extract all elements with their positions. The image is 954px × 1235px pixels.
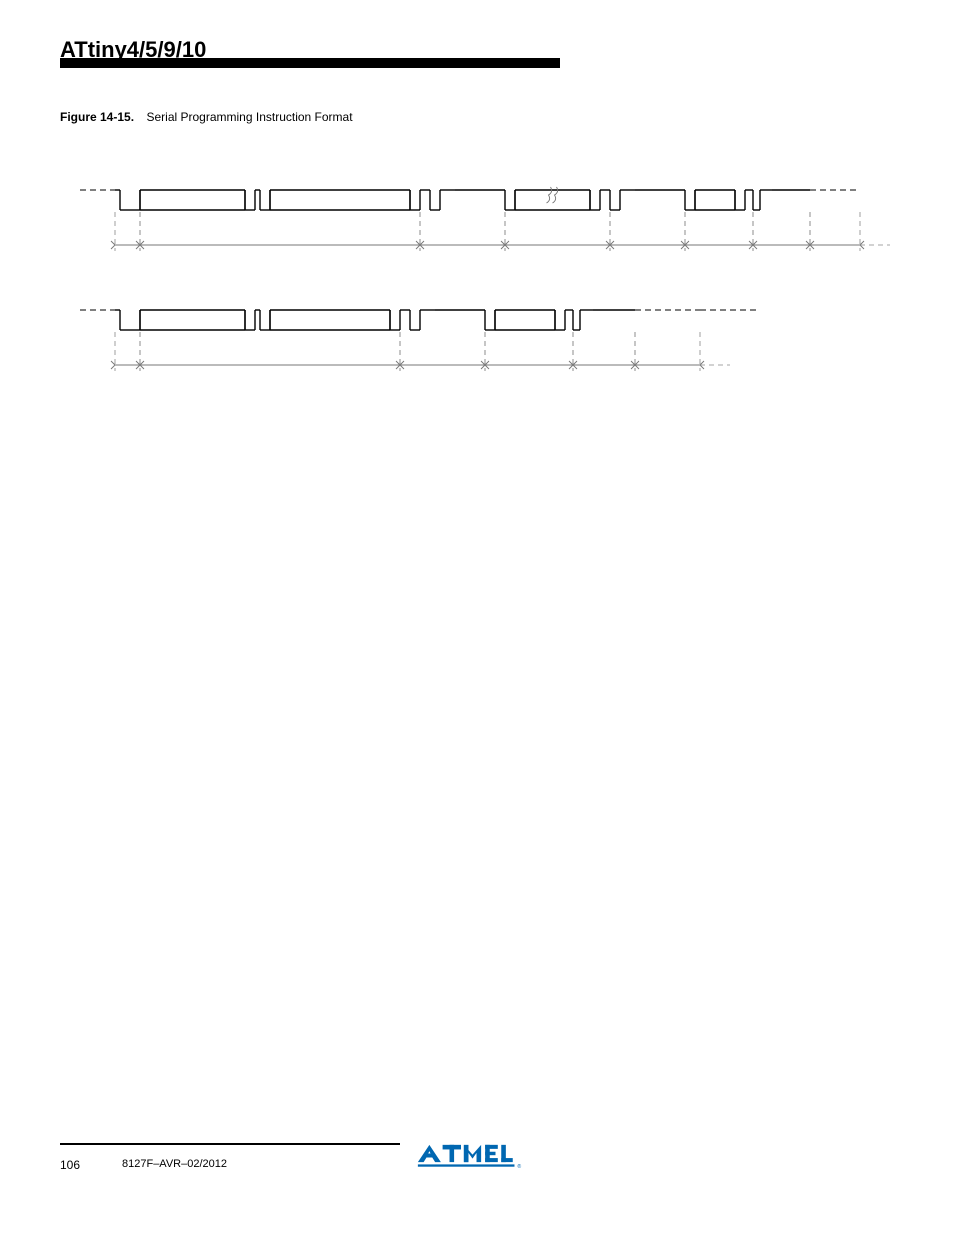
doc-id: 8127F–AVR–02/2012 (122, 1158, 227, 1170)
figure-caption: Figure 14-15. Serial Programming Instruc… (60, 108, 353, 126)
timing-diagram (60, 155, 894, 420)
atmel-logo: ® (415, 1140, 530, 1180)
title-rule (60, 58, 560, 68)
timing-svg (60, 155, 894, 415)
figure-label: Figure 14-15. (60, 110, 134, 124)
svg-text:®: ® (517, 1163, 521, 1170)
page: ATtiny4/5/9/10 Figure 14-15. Serial Prog… (0, 0, 954, 1235)
figure-text: Serial Programming Instruction Format (146, 110, 352, 124)
footer-rule (60, 1143, 400, 1145)
page-number: 106 (60, 1158, 80, 1172)
